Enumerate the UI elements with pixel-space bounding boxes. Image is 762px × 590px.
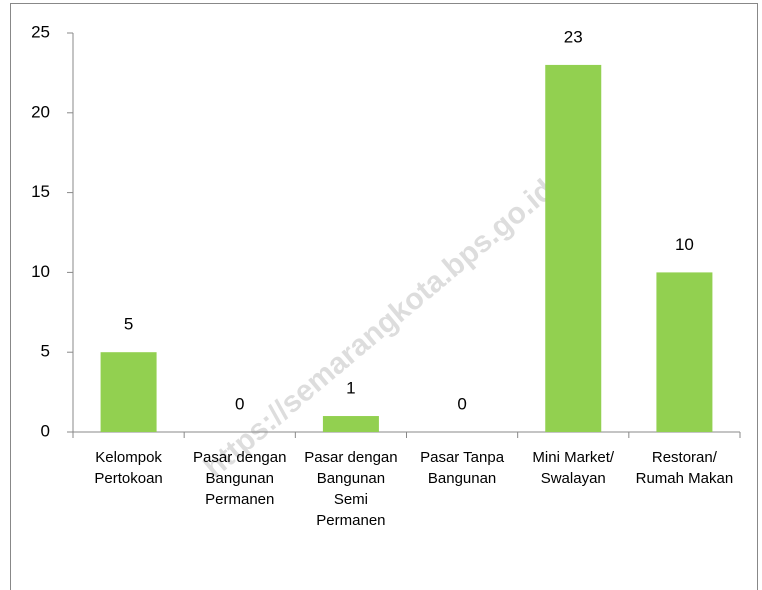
y-tick-label: 0 (41, 421, 50, 440)
value-label: 23 (564, 27, 583, 46)
x-tick-label: Pasar Tanpa Bangunan (420, 449, 505, 487)
y-tick-label: 25 (31, 22, 50, 41)
x-tick-label: Kelompok Pertokoan (94, 449, 163, 487)
frame (10, 3, 758, 590)
value-label: 5 (124, 315, 133, 334)
x-tick-label: Restoran/ Rumah Makan (635, 449, 734, 487)
value-label: 10 (675, 235, 694, 254)
y-tick-label: 20 (31, 102, 50, 121)
x-tick-label: Pasar dengan Bangunan Permanen (193, 449, 287, 508)
y-tick-label: 10 (31, 262, 50, 281)
x-tick-label: Mini Market/ Swalayan (532, 449, 615, 487)
value-label: 1 (346, 379, 355, 398)
bar (100, 352, 157, 432)
bar (322, 416, 379, 432)
bar (656, 272, 713, 432)
value-label: 0 (457, 394, 466, 413)
x-tick-label: Pasar dengan Bangunan Semi Permanen (304, 449, 398, 529)
y-tick-label: 5 (41, 342, 50, 361)
value-label: 0 (235, 394, 244, 413)
watermark: https://semarangkota.bps.go.id (198, 173, 560, 484)
y-tick-label: 15 (31, 182, 50, 201)
bar (545, 64, 602, 433)
